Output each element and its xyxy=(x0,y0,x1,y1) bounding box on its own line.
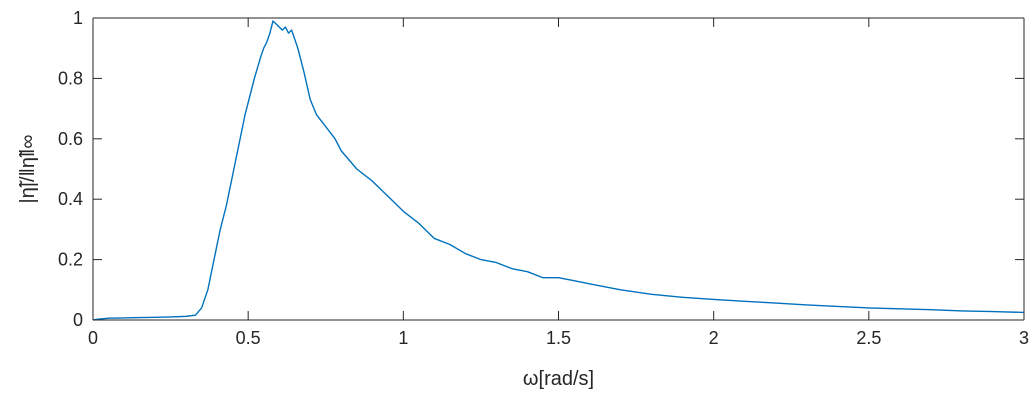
y-tick-label: 0.4 xyxy=(58,189,83,209)
plot-background xyxy=(93,18,1024,320)
y-tick-label: 0.6 xyxy=(58,129,83,149)
series-line-0 xyxy=(92,20,1025,321)
x-tick-label: 2.5 xyxy=(856,328,881,348)
y-tick-label: 0.8 xyxy=(58,68,83,88)
x-tick-label: 3 xyxy=(1019,328,1029,348)
x-tick-label: 1.5 xyxy=(546,328,571,348)
x-tick-label: 0.5 xyxy=(236,328,261,348)
tick-marks xyxy=(92,17,1025,321)
series-layer xyxy=(92,20,1025,321)
y-tick-label: 0 xyxy=(73,310,83,330)
x-tick-label: 2 xyxy=(709,328,719,348)
x-tick-label: 0 xyxy=(88,328,98,348)
tick-labels: 0 0.5 1 1.5 2 2.5 3 0 0.2 0.4 0.6 0.8 1 xyxy=(58,8,1029,348)
x-axis-label: ω[rad/s] xyxy=(523,368,594,390)
y-tick-label: 0.2 xyxy=(58,250,83,270)
y-axis-label: |η̃|/‖η̃‖∞ xyxy=(17,135,39,204)
x-tick-label: 1 xyxy=(398,328,408,348)
y-tick-label: 1 xyxy=(73,8,83,28)
plot-area xyxy=(93,18,1024,320)
